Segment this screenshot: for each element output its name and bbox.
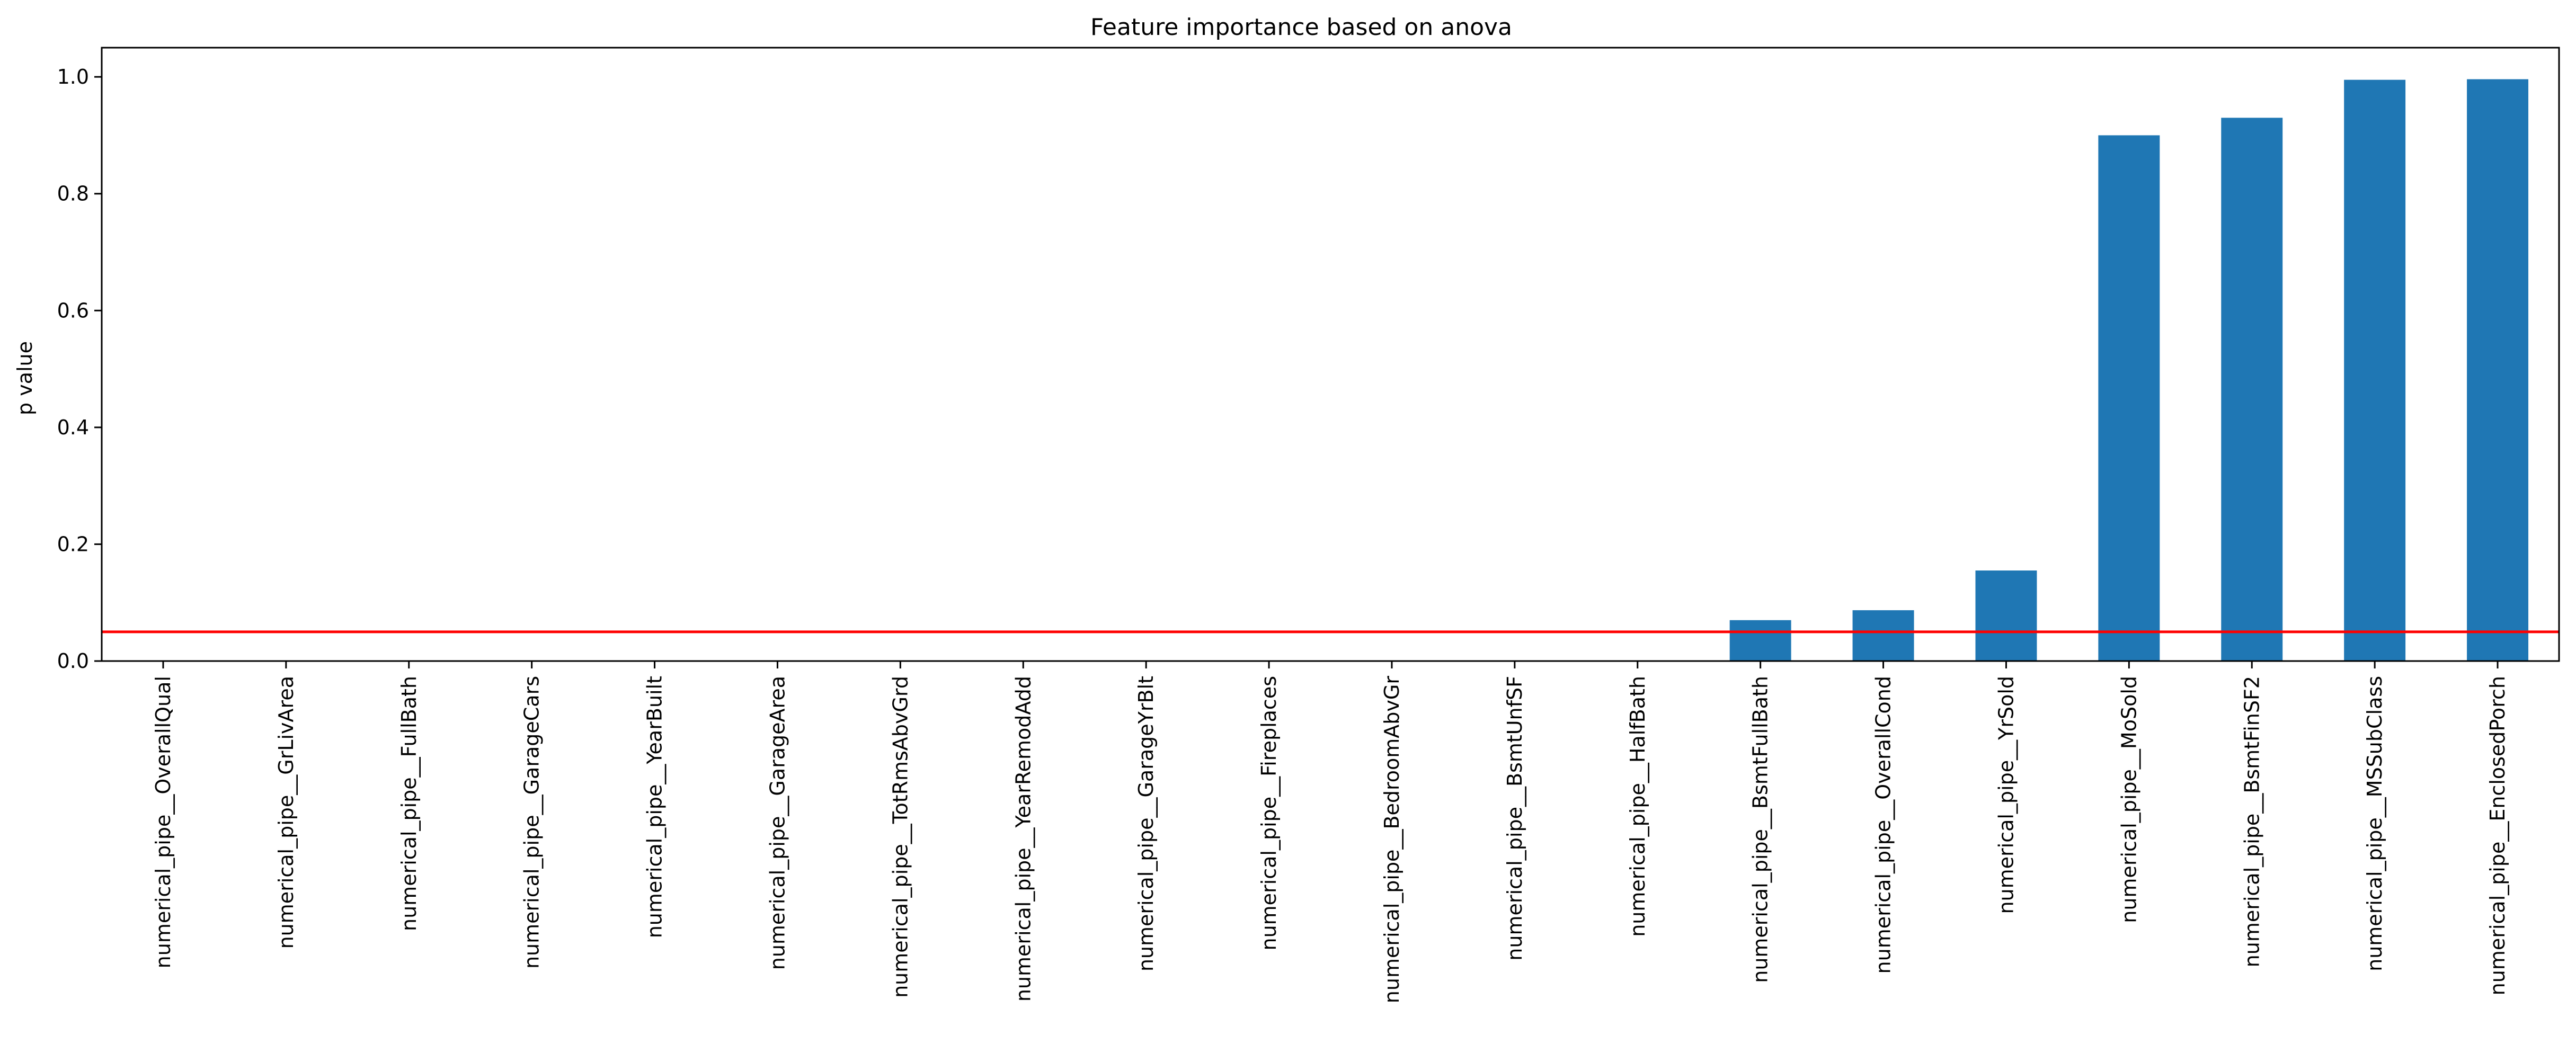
x-tick-label-14: numerical_pipe__OverallCond [1872,676,1895,974]
x-tick-label-12: numerical_pipe__HalfBath [1626,676,1649,937]
y-tick-label-5: 1.0 [57,65,89,88]
x-axis-ticks: numerical_pipe__OverallQual numerical_pip… [152,661,2509,1003]
bar-13 [1729,620,1791,661]
y-tick-label-0: 0.0 [57,649,89,673]
bar-19 [2467,79,2529,661]
x-tick-label-11: numerical_pipe__BsmtUnfSF [1503,676,1526,961]
x-tick-label-9: numerical_pipe__Fireplaces [1257,676,1281,951]
x-tick-label-18: numerical_pipe__MSSubClass [2363,676,2386,971]
y-axis-ticks: 0.0 0.2 0.4 0.6 0.8 1.0 [57,65,102,673]
y-axis-label: p value [13,341,37,415]
y-tick-label-3: 0.6 [57,299,89,322]
bar-16 [2098,135,2160,661]
bar-17 [2221,118,2283,661]
bar-14 [1852,610,1914,661]
x-tick-label-4: numerical_pipe__YearBuilt [643,676,667,938]
x-tick-label-3: numerical_pipe__GarageCars [520,676,544,969]
x-tick-label-10: numerical_pipe__BedroomAbvGr [1380,676,1404,1004]
x-tick-label-1: numerical_pipe__GrLivArea [274,676,298,949]
bar-15 [1975,570,2037,661]
x-tick-label-0: numerical_pipe__OverallQual [152,676,175,968]
x-tick-label-16: numerical_pipe__MoSold [2117,676,2140,923]
bars-layer [1729,79,2529,662]
chart-title: Feature importance based on anova [1090,14,1512,41]
x-tick-label-6: numerical_pipe__TotRmsAbvGrd [889,676,912,998]
y-tick-label-4: 0.8 [57,182,89,206]
y-tick-label-1: 0.2 [57,532,89,556]
y-tick-label-2: 0.4 [57,416,89,439]
x-tick-label-13: numerical_pipe__BsmtFullBath [1749,676,1772,983]
x-tick-label-8: numerical_pipe__GarageYrBlt [1134,676,1158,971]
x-tick-label-15: numerical_pipe__YrSold [1994,676,2018,914]
bar-18 [2344,79,2406,662]
x-tick-label-19: numerical_pipe__EnclosedPorch [2486,676,2509,995]
x-tick-label-17: numerical_pipe__BsmtFinSF2 [2240,676,2263,967]
x-tick-label-2: numerical_pipe__FullBath [397,676,421,931]
plot-frame [101,47,2560,662]
x-tick-label-5: numerical_pipe__GarageArea [766,676,789,970]
x-tick-label-7: numerical_pipe__YearRemodAdd [1011,676,1035,1002]
